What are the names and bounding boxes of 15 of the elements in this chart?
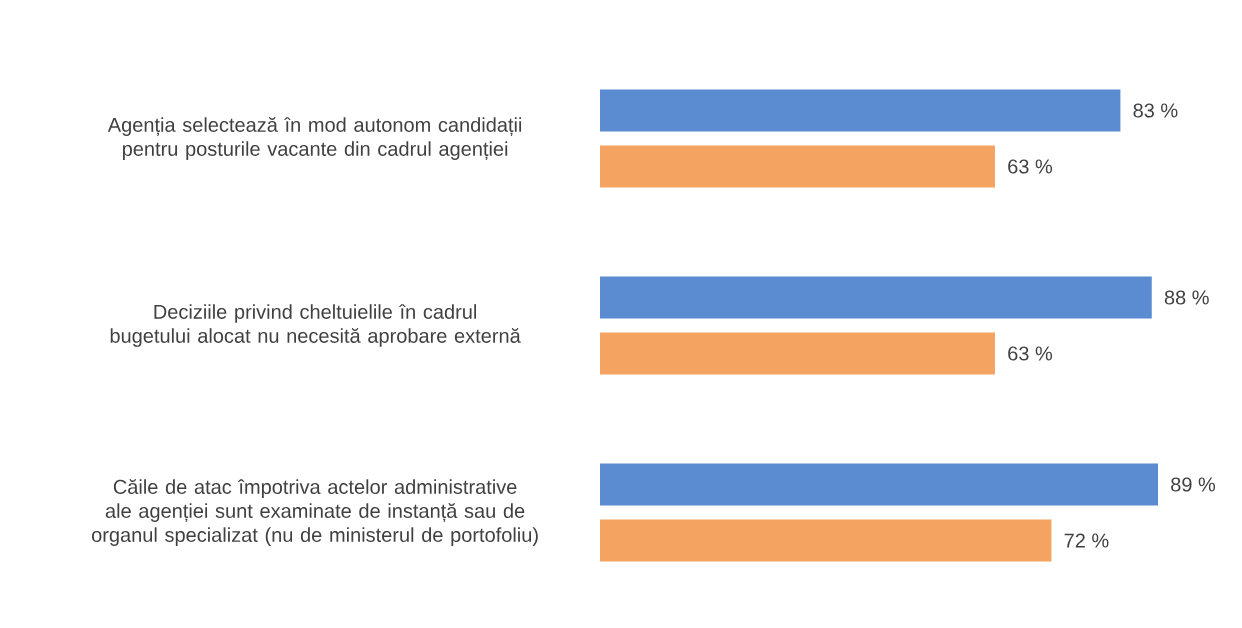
data-label: 83 % [1133, 103, 1178, 118]
bar [600, 463, 1159, 506]
bar [600, 89, 1121, 132]
bar [600, 332, 996, 375]
data-label: 88 % [1164, 290, 1209, 305]
data-label: 89 % [1171, 477, 1216, 492]
y-tick-label: Deciziile privind cheltuielile în cadrul bugetului alocat nu necesită aprobare externă [110, 304, 521, 347]
bar [600, 276, 1152, 319]
y-tick-label: Agenția selectează în mod autonom candidații pentru posturile vacante din cadrul agenției [107, 117, 522, 160]
bar [600, 519, 1052, 562]
data-label: 63 % [1008, 159, 1053, 174]
data-label: 72 % [1064, 533, 1109, 548]
y-tick-label: Căile de atac împotriva actelor administrative ale agenției sunt examinate de instanță sau de organul specializat (nu de ministerul de portofoliu) [91, 479, 538, 546]
data-label: 63 % [1008, 346, 1053, 361]
bar [600, 145, 996, 188]
